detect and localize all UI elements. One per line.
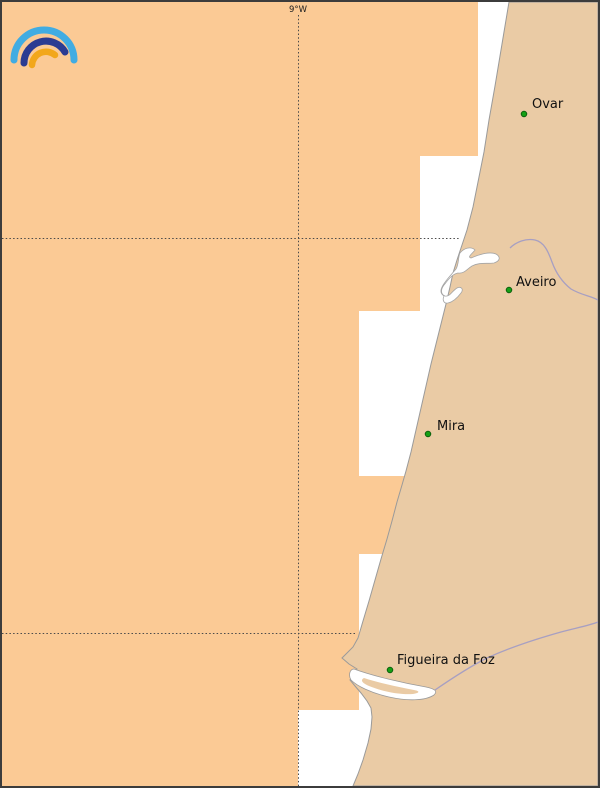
ria-de-aveiro-lagoon	[440, 247, 500, 304]
land-polygon	[341, 2, 598, 786]
river-vouga	[509, 238, 598, 301]
logo-inner-arc-icon	[28, 48, 59, 69]
mondego-estuary-island	[361, 678, 419, 695]
city-marker-ovar	[520, 110, 528, 118]
city-label-aveiro: Aveiro	[516, 275, 556, 290]
warning-zone-polygon	[2, 2, 478, 786]
city-marker-mira	[424, 430, 432, 438]
city-label-mira: Mira	[437, 419, 465, 434]
river-mondego	[434, 621, 598, 691]
city-label-ovar: Ovar	[532, 97, 564, 112]
city-marker-figueira-da-foz	[386, 666, 394, 674]
logo-outer-arc-icon	[10, 26, 78, 64]
city-marker-aveiro	[505, 286, 513, 294]
meridian-label: 9°W	[289, 5, 308, 15]
ipma-logo	[10, 26, 78, 69]
city-label-figueira-da-foz: Figueira da Foz	[397, 653, 495, 668]
logo-middle-arc-icon	[20, 37, 69, 67]
